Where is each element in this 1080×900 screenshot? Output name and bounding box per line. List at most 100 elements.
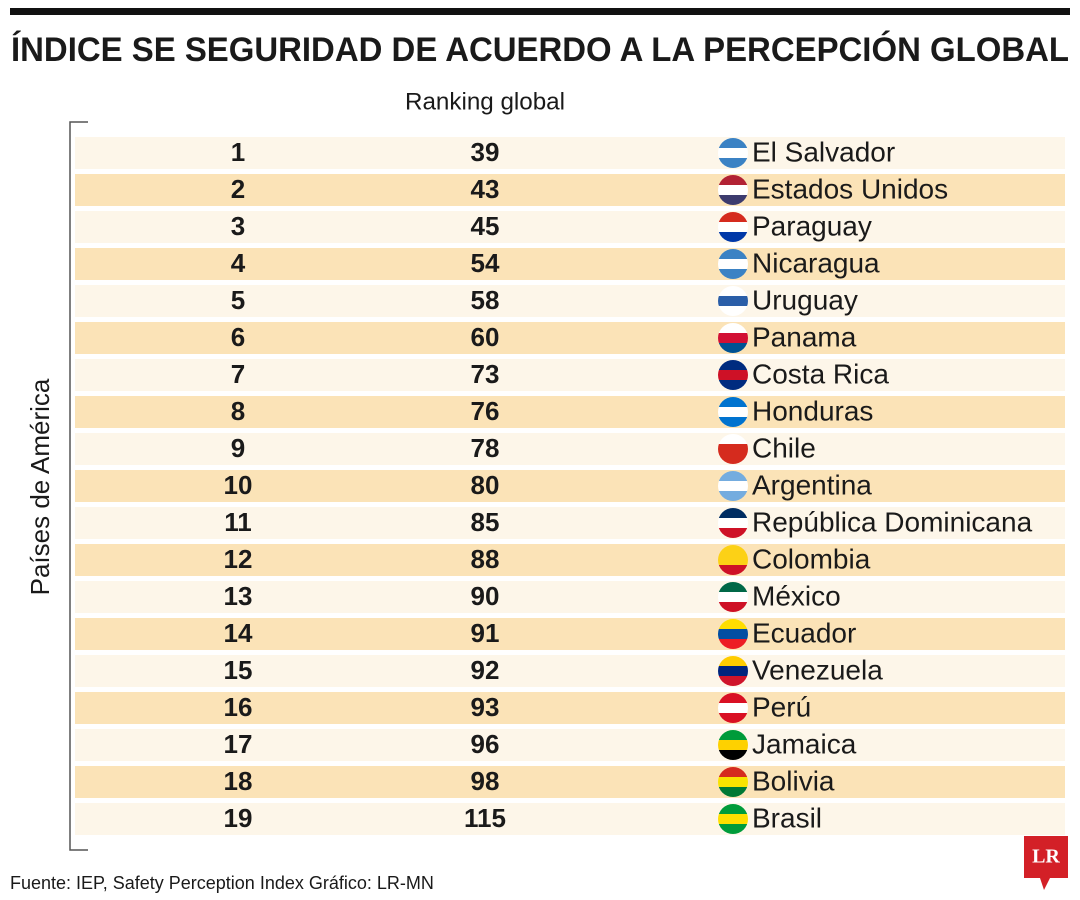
rank: 13 [224, 581, 253, 611]
row-band [75, 581, 1065, 613]
rank: 11 [224, 507, 252, 537]
row-band [75, 322, 1065, 354]
flag-stripe [718, 269, 748, 279]
global-rank: 76 [471, 396, 500, 426]
country: Chile [752, 432, 816, 463]
country: Uruguay [752, 284, 858, 315]
side-label: Países de América [25, 378, 55, 595]
rank: 7 [231, 359, 245, 389]
country: Brasil [752, 802, 822, 833]
country: Paraguay [752, 210, 872, 241]
global-rank: 73 [471, 359, 500, 389]
global-rank: 60 [471, 322, 500, 352]
global-rank: 54 [471, 248, 500, 278]
flag [718, 323, 748, 353]
flag-stripe [718, 639, 748, 649]
country: Honduras [752, 395, 873, 426]
country: Panama [752, 321, 857, 352]
flag-stripe [718, 565, 748, 575]
logo: LR [1024, 836, 1068, 890]
flag-stripe [718, 656, 748, 666]
flag-stripe [718, 138, 748, 148]
logo-text: LR [1032, 846, 1060, 868]
rank: 19 [224, 803, 253, 833]
flag-stripe [718, 481, 748, 491]
flag [718, 175, 748, 205]
flag-stripe [718, 750, 748, 760]
rank: 12 [224, 544, 253, 574]
row-band [75, 248, 1065, 280]
flag-stripe [718, 713, 748, 723]
country: Costa Rica [752, 358, 889, 389]
country: Jamaica [752, 728, 857, 759]
flag-stripe [718, 158, 748, 168]
flag [718, 619, 748, 649]
global-rank: 92 [471, 655, 500, 685]
flag-stripe [718, 471, 748, 481]
flag [718, 397, 748, 427]
rank: 1 [231, 137, 245, 167]
row-band [75, 655, 1065, 687]
rank: 2 [231, 174, 245, 204]
row-band [75, 470, 1065, 502]
flag-stripe [718, 232, 748, 242]
bracket [69, 121, 88, 851]
rank: 3 [231, 211, 245, 241]
flag-stripe [718, 380, 748, 390]
flag [718, 360, 748, 390]
flag-stripe [718, 434, 748, 444]
country: El Salvador [752, 136, 895, 167]
source: Fuente: IEP, Safety Perception Index Grá… [10, 873, 434, 893]
flag-stripe [718, 444, 748, 454]
global-rank: 98 [471, 766, 500, 796]
flag-stripe [718, 417, 748, 427]
flag-stripe [718, 175, 748, 185]
flag-stripe [718, 528, 748, 538]
flag-stripe [718, 804, 748, 814]
flag [718, 545, 748, 575]
country: Bolivia [752, 765, 835, 796]
flag-stripe [718, 360, 748, 370]
country: Colombia [752, 543, 871, 574]
flag [718, 471, 748, 501]
flag-stripe [718, 666, 748, 676]
global-rank: 85 [471, 507, 500, 537]
row-band [75, 803, 1065, 835]
global-rank: 93 [471, 692, 500, 722]
flag [718, 656, 748, 686]
country: Estados Unidos [752, 173, 948, 204]
title: ÍNDICE SE SEGURIDAD DE ACUERDO A LA PERC… [11, 31, 1069, 69]
row-band [75, 729, 1065, 761]
flag-stripe [718, 676, 748, 686]
country: México [752, 580, 841, 611]
rank: 15 [224, 655, 253, 685]
global-rank: 58 [471, 285, 500, 315]
rank: 18 [224, 766, 253, 796]
global-rank: 80 [471, 470, 500, 500]
flag-stripe [718, 454, 748, 464]
flag-stripe [718, 582, 748, 592]
row-band [75, 285, 1065, 317]
global-rank: 115 [464, 803, 506, 833]
global-rank: 39 [471, 137, 500, 167]
logo-box [1024, 836, 1068, 890]
country: Venezuela [752, 654, 883, 685]
flag-stripe [718, 824, 748, 834]
flag-stripe [718, 185, 748, 195]
flag-stripe [718, 740, 748, 750]
global-rank: 43 [471, 174, 500, 204]
flag [718, 249, 748, 279]
flag [718, 434, 748, 464]
flag-stripe [718, 249, 748, 259]
flag-stripe [718, 767, 748, 777]
row-band [75, 359, 1065, 391]
flag-stripe [718, 286, 748, 296]
flag-stripe [718, 730, 748, 740]
flag-stripe [718, 343, 748, 353]
flag [718, 286, 748, 316]
flag [718, 767, 748, 797]
flag [718, 212, 748, 242]
flag-stripe [718, 814, 748, 824]
